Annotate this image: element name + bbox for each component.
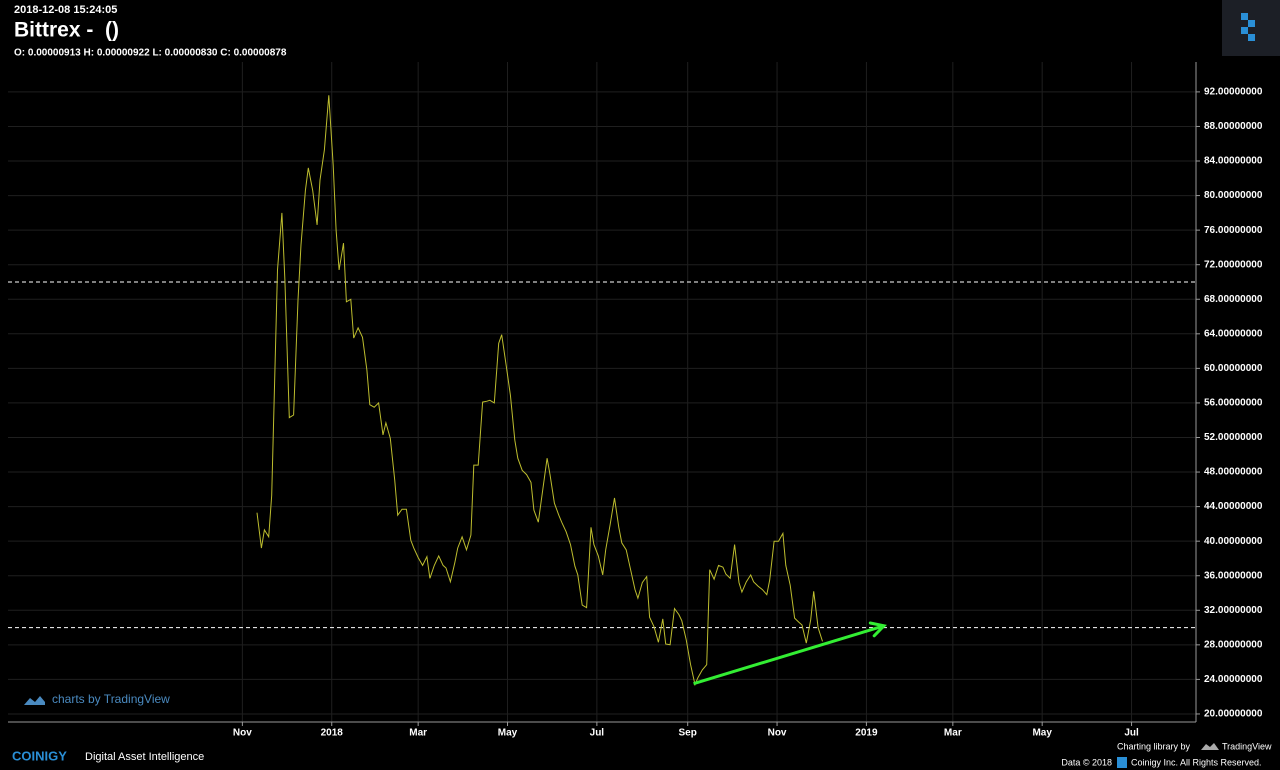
library-icon	[1201, 743, 1219, 750]
y-tick-label: 48.00000000	[1204, 467, 1263, 478]
trend-arrow	[693, 624, 885, 686]
x-tick-label: Nov	[768, 728, 787, 739]
arrow-head	[868, 621, 887, 638]
x-tick-label: Jul	[1124, 728, 1139, 739]
x-tick-label: 2018	[321, 728, 344, 739]
library-name: TradingView	[1222, 741, 1272, 751]
x-tick-label: May	[498, 728, 518, 739]
title: Bittrex - ()	[14, 19, 119, 42]
x-tick-label: 2019	[855, 728, 878, 739]
tagline: Digital Asset Intelligence	[85, 751, 204, 763]
grid	[8, 62, 1196, 722]
x-tick-label: Nov	[233, 728, 252, 739]
x-tick-label: Sep	[679, 728, 697, 739]
y-tick-label: 40.00000000	[1204, 536, 1263, 547]
x-tick-label: Mar	[944, 728, 962, 739]
y-tick-label: 84.00000000	[1204, 156, 1263, 167]
y-tick-label: 24.00000000	[1204, 674, 1263, 685]
price-line	[256, 95, 823, 687]
y-tick-label: 52.00000000	[1204, 432, 1263, 443]
y-tick-label: 32.00000000	[1204, 605, 1263, 616]
data-credit: Data © 2018	[1061, 757, 1112, 767]
x-tick-label: Jul	[590, 728, 605, 739]
x-tick-label: May	[1032, 728, 1052, 739]
watermark-text: charts by TradingView	[52, 692, 170, 706]
data-credit-icon	[1117, 757, 1127, 768]
y-tick-label: 56.00000000	[1204, 398, 1263, 409]
rights: Coinigy Inc. All Rights Reserved.	[1131, 757, 1262, 767]
timestamp: 2018-12-08 15:24:05	[14, 4, 117, 16]
y-tick-label: 20.00000000	[1204, 709, 1263, 720]
y-tick-label: 44.00000000	[1204, 501, 1263, 512]
watermark: charts by TradingView	[24, 692, 170, 706]
y-tick-label: 36.00000000	[1204, 570, 1263, 581]
ohlc: O: 0.00000913 H: 0.00000922 L: 0.0000083…	[14, 48, 287, 59]
x-tick-label: Mar	[409, 728, 427, 739]
plot	[8, 95, 1196, 687]
y-tick-label: 28.00000000	[1204, 639, 1263, 650]
y-tick-label: 68.00000000	[1204, 294, 1263, 305]
y-tick-label: 88.00000000	[1204, 121, 1263, 132]
y-tick-label: 72.00000000	[1204, 259, 1263, 270]
logo	[1222, 0, 1280, 56]
y-tick-label: 60.00000000	[1204, 363, 1263, 374]
y-tick-label: 64.00000000	[1204, 328, 1263, 339]
y-tick-label: 76.00000000	[1204, 225, 1263, 236]
y-tick-label: 80.00000000	[1204, 190, 1263, 201]
brand: COINIGY	[12, 748, 67, 763]
y-tick-label: 92.00000000	[1204, 87, 1263, 98]
library-credit: Charting library by	[1117, 741, 1191, 751]
